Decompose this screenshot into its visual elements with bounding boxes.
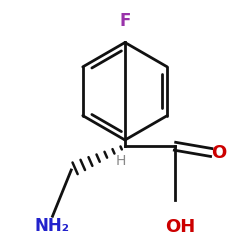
Text: O: O [211,144,226,162]
Text: F: F [119,12,131,30]
Text: NH₂: NH₂ [35,217,70,235]
Text: OH: OH [165,218,195,236]
Text: H: H [116,154,126,168]
